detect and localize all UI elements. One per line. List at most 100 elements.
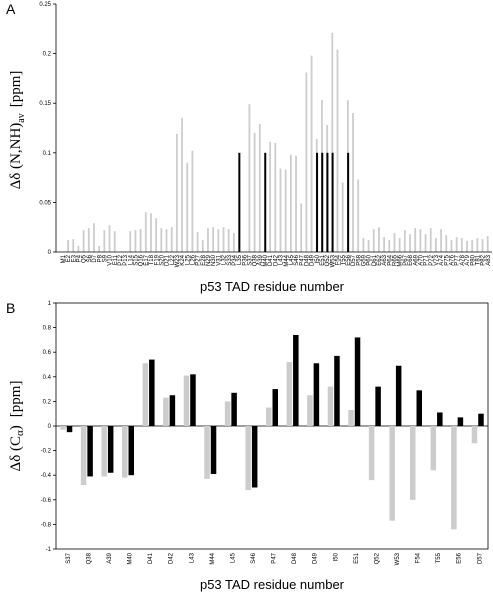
panel-b-bar-grey: [327, 386, 334, 426]
panel-b-x-tick-label: S37: [66, 552, 72, 563]
panel-a-bar: [93, 223, 95, 252]
panel-a-y-tick-label: 0: [48, 250, 52, 256]
panel-a-y-ticks: 0 0.05 0.1 0.15 0.2 0.25: [39, 2, 56, 256]
panel-a-x-tick-label: S33: [227, 254, 233, 265]
panel-a-x-tick-label: P47: [299, 254, 305, 265]
panel-b-x-tick-label: M44: [210, 552, 216, 564]
panel-a-x-tick-label: P80: [470, 254, 476, 265]
panel-b-x-tick-label: E56: [457, 552, 463, 563]
panel-b-y-tick-label: -1: [46, 547, 52, 553]
panel-a-x-tick-label: L35: [237, 254, 243, 265]
panel-a-x-tick-label: M40: [263, 254, 269, 266]
panel-a-bar: [217, 229, 220, 252]
panel-a-x-tick-label: V73: [434, 254, 440, 265]
panel-a-x-tick-label: E17: [144, 254, 150, 265]
panel-a-x-tick-label: L25: [185, 254, 191, 265]
panel-b-x-tick-label: L43: [189, 552, 195, 563]
panel-a-x-tick-label: Q38: [253, 254, 259, 266]
panel-a-bar: [429, 228, 432, 252]
panel-a-bar: [424, 234, 427, 252]
panel-a-bar: [388, 240, 391, 252]
panel-a-bar: [341, 182, 344, 252]
panel-a-bar: [212, 227, 215, 252]
panel-a-bar: [201, 240, 204, 252]
panel-b-bar-grey: [142, 363, 149, 426]
panel-a-bar: [336, 49, 339, 252]
panel-a-bar: [455, 237, 458, 252]
panel-b-bar-black: [437, 412, 443, 426]
panel-b-x-tick-label: D49: [313, 552, 319, 564]
panel-a-bar: [77, 246, 80, 252]
panel-b-bar-black: [128, 426, 134, 476]
panel-a-x-tick-label: E2: [66, 254, 72, 262]
panel-a-bar: [150, 213, 152, 252]
panel-a-bar: [481, 239, 484, 252]
panel-b-y-label-alpha: α: [14, 430, 26, 436]
panel-a-x-tick-label: A69: [413, 254, 419, 265]
panel-a-x-tick-label: Q52: [325, 254, 331, 266]
panel-b-bar-black: [87, 426, 93, 477]
panel-a-bar: [409, 234, 411, 252]
panel-a-bar: [134, 230, 137, 252]
panel-b-y-label: Δδ (Cα) [ppm]: [8, 381, 26, 472]
panel-b-y-label-close: ): [8, 425, 24, 430]
panel-a-bar: [144, 212, 147, 252]
panel-b-label: B: [6, 300, 15, 316]
panel-a-y-tick-label: 0.05: [39, 200, 51, 206]
panel-a-x-tick-label: T81: [475, 254, 481, 265]
panel-a-x-tick-label: W53: [330, 254, 336, 267]
panel-a-bar: [253, 132, 256, 252]
panel-a-bar: [460, 238, 463, 252]
panel-b-bar-black: [210, 426, 217, 474]
panel-a-x-tick-label: Q16: [139, 254, 145, 266]
panel-a-x-tick-label: D57: [351, 254, 357, 266]
panel-a-bars: [67, 32, 489, 253]
panel-a-x-tick-label: M1: [61, 254, 67, 263]
panel-b-y-tick-label: -0.2: [41, 449, 52, 455]
panel-b-bar-black: [231, 392, 237, 426]
panel-b-y-tick-label: 0.8: [43, 326, 52, 332]
panel-a-bar: [108, 225, 111, 252]
panel-a-x-tick-label: T18: [149, 254, 155, 265]
panel-b-bar-black: [334, 355, 340, 426]
panel-a-x-tick-label: P75: [444, 254, 450, 265]
panel-b-x-tick-label: T55: [436, 552, 442, 563]
panel-b-bar-black: [66, 426, 73, 433]
panel-a-bar: [227, 229, 230, 252]
panel-b-x-tick-label: M40: [128, 552, 134, 564]
panel-a-x-tick-label: T55: [341, 254, 347, 265]
panel-a-bar: [181, 118, 183, 252]
panel-a-x-tick-label: E51: [320, 254, 326, 265]
panel-a-x-tick-label: L45: [289, 254, 295, 265]
panel-a-bar: [258, 124, 261, 252]
panel-a-x-tick-label: D49: [310, 254, 316, 266]
panel-a-x-tick-label: E62: [377, 254, 383, 265]
panel-a-bar: [372, 229, 375, 252]
panel-a-bar: [207, 228, 209, 252]
panel-a-y-tick-label: 0.15: [39, 101, 51, 107]
panel-a-x-tick-label: M44: [284, 254, 290, 266]
panel-a-bar: [367, 240, 370, 252]
panel-a-highlight-bar: [238, 152, 241, 252]
panel-a-bar: [82, 230, 85, 252]
panel-a-bar: [139, 229, 142, 252]
panel-b-bar-grey: [224, 401, 231, 426]
panel-a-bar: [295, 155, 297, 252]
panel-a-x-tick-label: L32: [222, 254, 228, 265]
panel-a-x-tick-label: V31: [216, 254, 222, 265]
panel-b-x-tick-label: A39: [107, 552, 113, 563]
panel-b-bar-grey: [245, 426, 251, 490]
panel-a-bar: [232, 233, 235, 252]
panel-b-bar-grey: [80, 426, 87, 486]
panel-a-highlight-bar: [326, 152, 329, 252]
panel-a-bar: [269, 141, 272, 252]
panel-a-x-tick-label: L14: [128, 254, 134, 265]
panel-a-bar: [129, 231, 132, 252]
panel-a-x-tick-label: D42: [273, 254, 279, 266]
panel-b-bar-grey: [389, 426, 395, 521]
panel-a-bar: [305, 72, 308, 252]
panel-b-bar-grey: [286, 362, 293, 426]
panel-a-bar: [191, 150, 194, 252]
panel-a-x-tick-label: S37: [248, 254, 254, 265]
panel-a-bar: [362, 238, 365, 252]
